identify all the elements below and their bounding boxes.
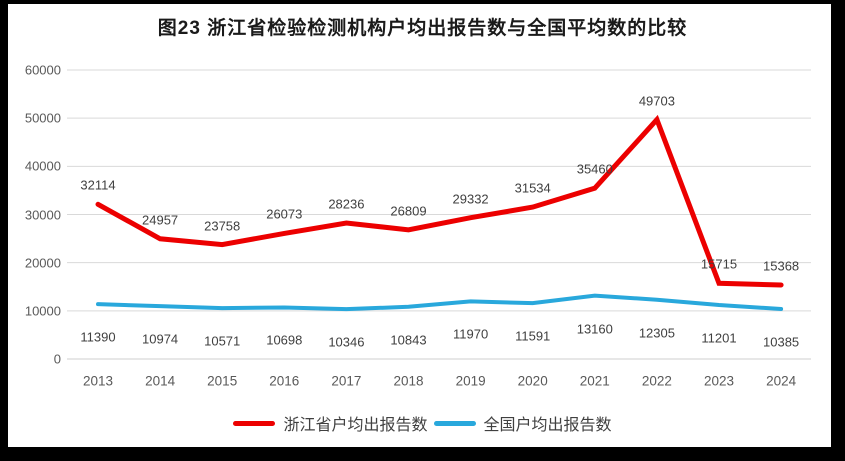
legend-item-zhejiang: 浙江省户均出报告数: [233, 411, 428, 435]
legend: 浙江省户均出报告数 全国户均出报告数: [0, 412, 845, 434]
chart-title: 图23 浙江省检验检测机构户均出报告数与全国平均数的比较: [157, 18, 688, 39]
legend-item-national: 全国户均出报告数: [433, 411, 612, 435]
legend-label-national: 全国户均出报告数: [483, 417, 612, 434]
series-line: [96, 293, 784, 312]
zhejiang-line-swatch: [233, 420, 276, 426]
series-line: [95, 114, 784, 288]
national-line-swatch: [433, 420, 476, 426]
legend-label-zhejiang: 浙江省户均出报告数: [283, 417, 428, 434]
